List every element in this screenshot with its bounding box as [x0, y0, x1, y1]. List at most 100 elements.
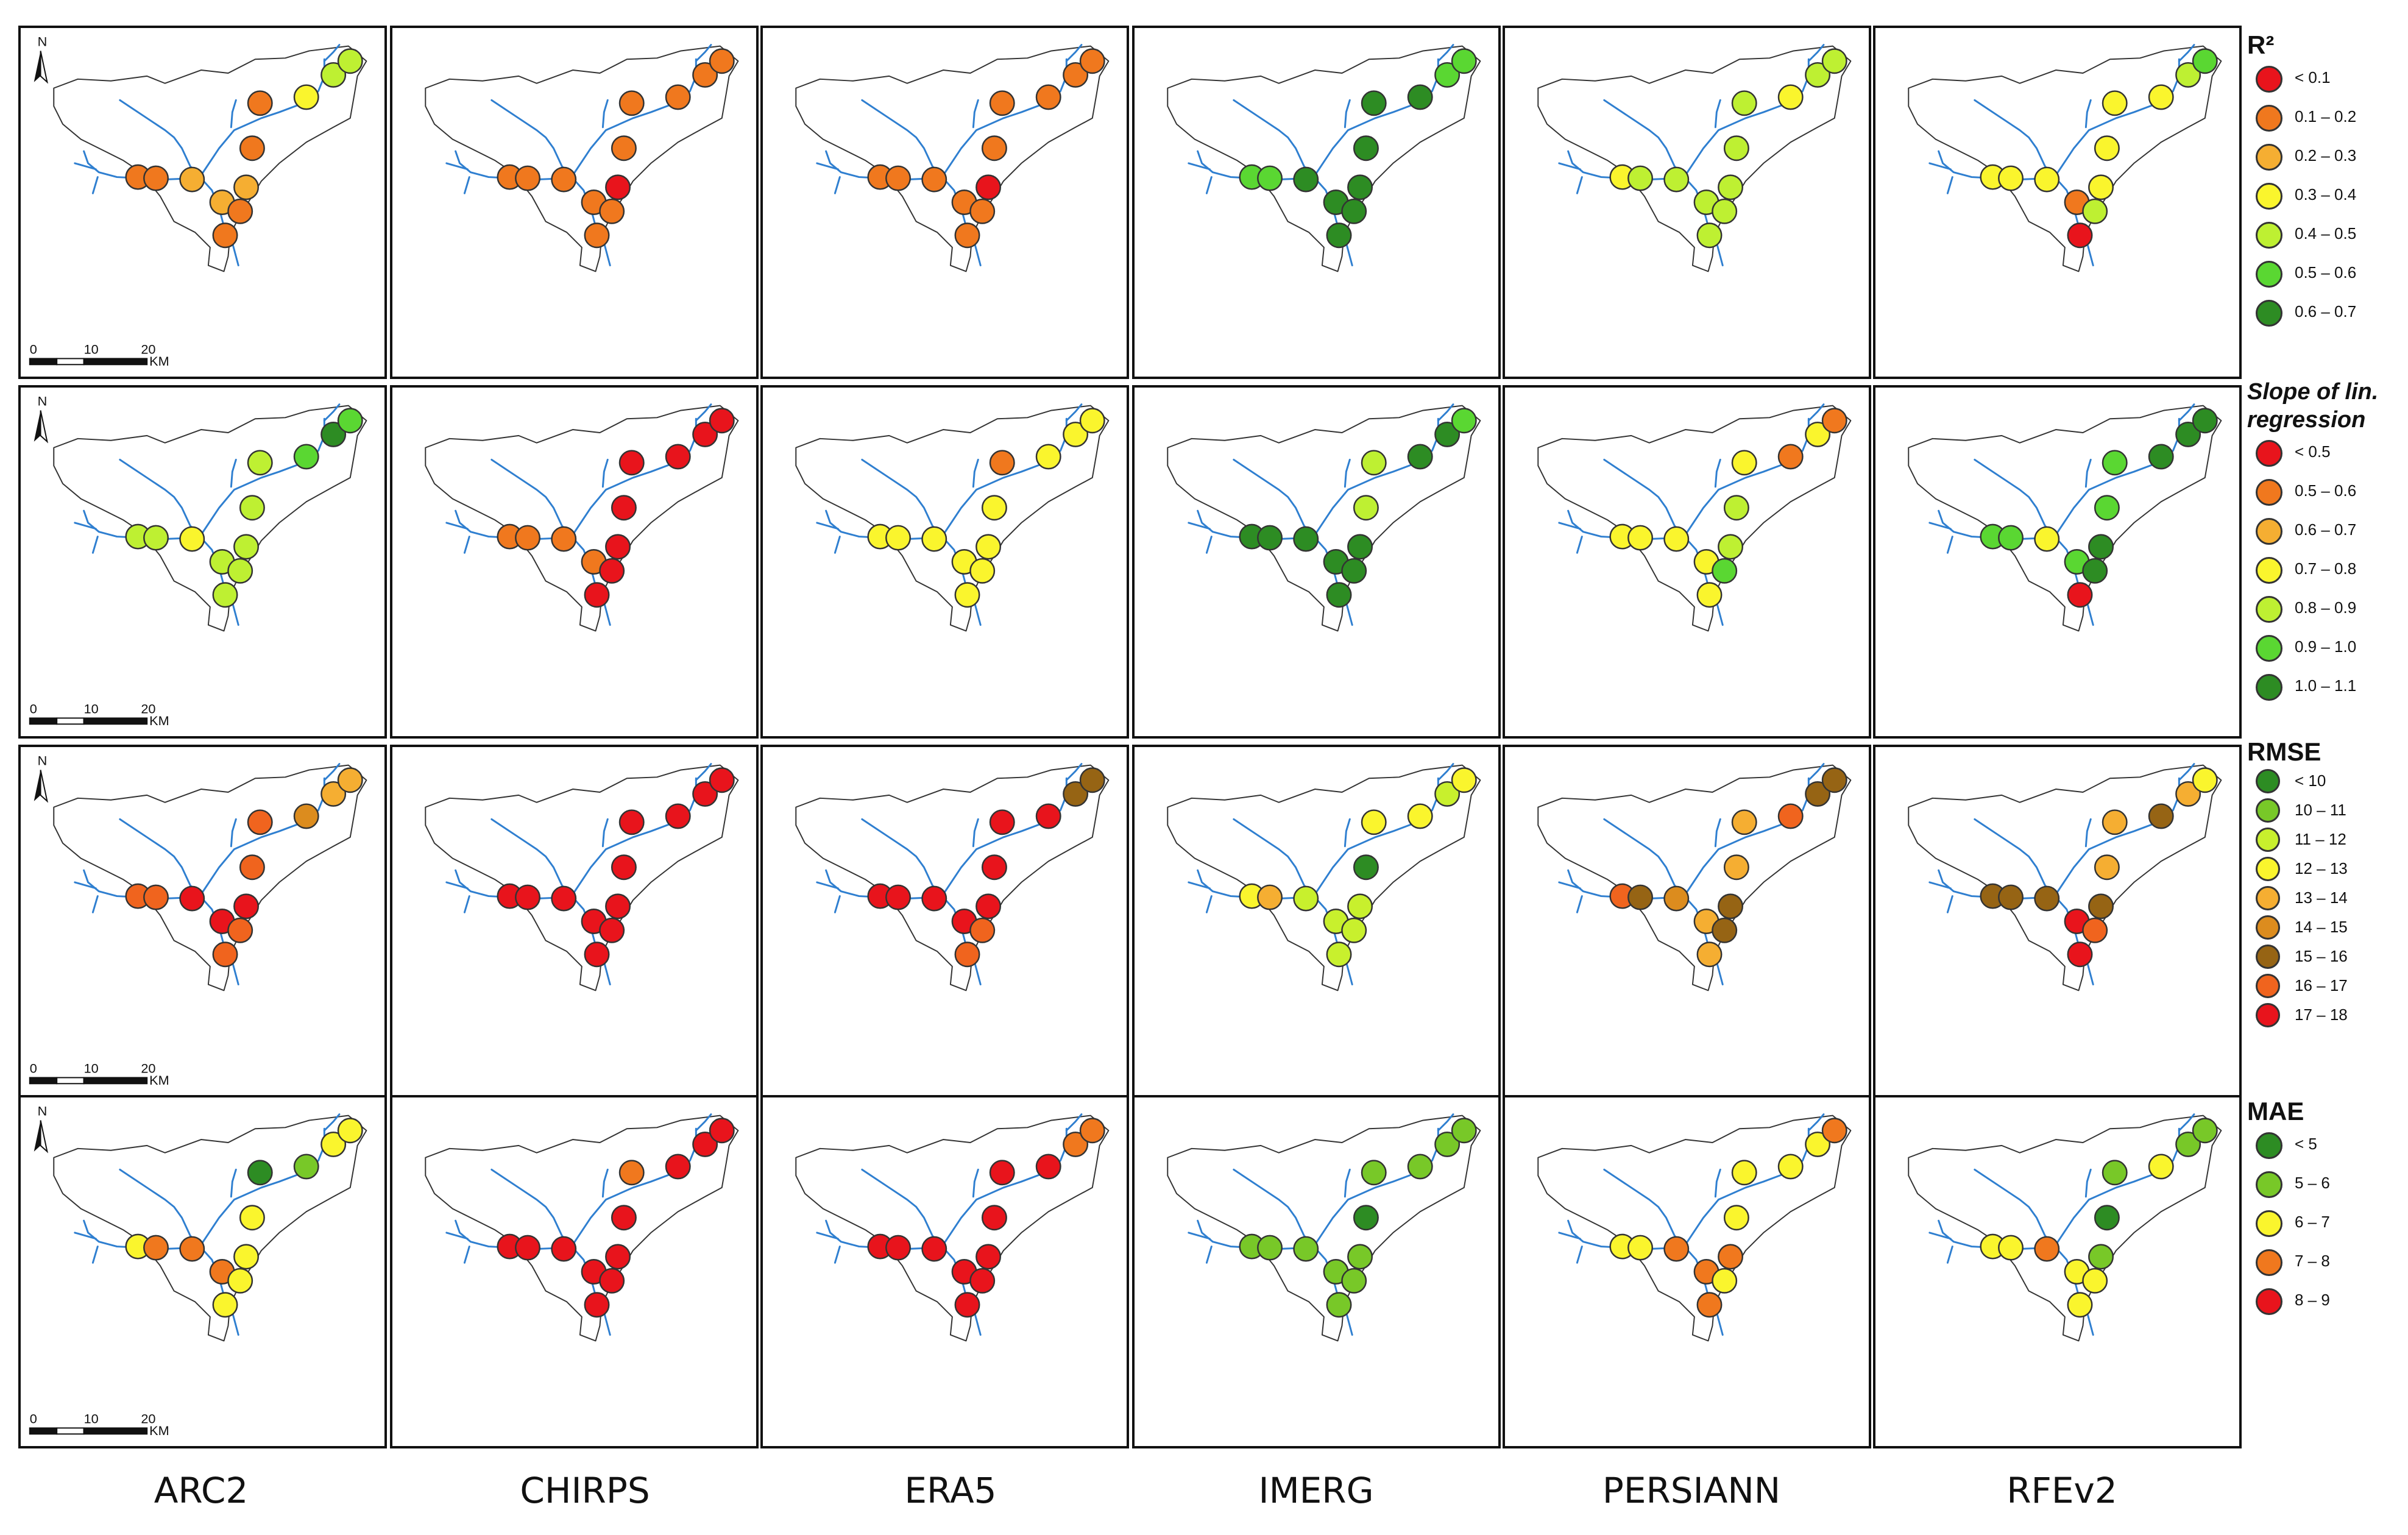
station-marker — [551, 526, 577, 552]
river-line — [74, 1232, 97, 1240]
map-svg — [795, 44, 1110, 272]
legend-label: 12 – 13 — [2295, 859, 2348, 877]
station-marker — [611, 1205, 637, 1231]
river-line — [1205, 1246, 1213, 1264]
station-marker — [1063, 1131, 1089, 1157]
legend-row: 0.1 – 0.2 — [2247, 99, 2408, 138]
legend-swatch — [2256, 596, 2282, 623]
station-marker — [239, 495, 265, 521]
legend-row: 0.7 – 0.8 — [2247, 551, 2408, 590]
station-marker — [227, 198, 253, 224]
catchment-outline — [795, 45, 1110, 272]
north-arrow-icon — [40, 770, 49, 803]
scale-bar-segment — [83, 358, 148, 366]
station-marker — [2082, 198, 2108, 224]
river-line — [1714, 99, 1721, 129]
station-marker — [605, 534, 631, 560]
station-marker — [692, 781, 718, 807]
river-line — [2084, 818, 2092, 848]
legend-row: 10 – 11 — [2247, 796, 2408, 825]
station-marker — [515, 165, 540, 191]
station-marker — [1434, 1131, 1461, 1157]
scale-bar-segment — [56, 717, 85, 725]
map-panel-era5-2 — [760, 745, 1129, 1098]
map-svg — [1537, 403, 1852, 632]
station-marker — [709, 48, 735, 74]
river-line — [2178, 403, 2195, 422]
station-marker — [969, 917, 996, 943]
station-marker — [2094, 1205, 2120, 1231]
station-marker — [227, 558, 253, 584]
map-panel-persiann-1 — [1503, 385, 1871, 739]
legend-label: 1.0 – 1.1 — [2295, 676, 2357, 695]
legend-row: 0.3 – 0.4 — [2247, 177, 2408, 216]
station-marker — [665, 803, 691, 829]
catchment-outline — [1537, 45, 1852, 272]
legend-row: 15 – 16 — [2247, 942, 2408, 971]
catchment-outline — [1908, 1115, 2222, 1342]
station-marker — [2088, 534, 2114, 560]
station-marker — [954, 222, 980, 249]
river-line — [1928, 522, 1952, 530]
station-marker — [618, 90, 645, 116]
station-marker — [692, 421, 718, 447]
scale-bar-tick: 20 — [141, 1061, 155, 1076]
station-marker — [337, 48, 363, 74]
legend-row: 0.2 – 0.3 — [2247, 138, 2408, 177]
river-line — [601, 818, 609, 848]
river-line — [1576, 536, 1583, 554]
legend-label: 15 – 16 — [2295, 947, 2348, 965]
scale-bar-segment — [29, 358, 58, 366]
map-panel-arc2-2: N 0 10 20 KM — [18, 745, 387, 1098]
station-marker — [2034, 1236, 2060, 1262]
river-line — [1344, 1168, 1351, 1198]
legend-swatch — [2256, 798, 2280, 823]
station-marker — [1712, 558, 1738, 584]
station-marker — [1998, 165, 2024, 191]
river-line — [1344, 818, 1351, 848]
map-panel-imerg-0 — [1132, 26, 1501, 379]
scale-bar-tick: 10 — [84, 1061, 99, 1076]
legend-label: < 10 — [2295, 771, 2326, 790]
station-marker — [1696, 582, 1723, 608]
station-marker — [1663, 166, 1690, 193]
station-marker — [1079, 1118, 1105, 1144]
station-marker — [692, 62, 718, 88]
station-marker — [515, 525, 540, 551]
map-panel-rfev2-0 — [1873, 26, 2242, 379]
station-marker — [989, 90, 1015, 116]
river-line — [1205, 895, 1213, 913]
legend-swatch — [2256, 479, 2282, 506]
legend-label: 0.3 – 0.4 — [2295, 185, 2357, 204]
station-marker — [1731, 809, 1757, 835]
legend-row: 14 – 15 — [2247, 913, 2408, 942]
station-marker — [989, 450, 1015, 476]
legend-row: 0.5 – 0.6 — [2247, 255, 2408, 294]
station-marker — [709, 408, 735, 434]
station-marker — [1347, 893, 1373, 920]
legend-label: 11 – 12 — [2295, 830, 2346, 848]
station-marker — [1326, 582, 1352, 608]
river-line — [91, 536, 99, 554]
legend-label: 5 – 6 — [2295, 1174, 2330, 1192]
station-marker — [247, 1160, 273, 1186]
map-svg — [1537, 44, 1852, 272]
legend-row: 12 – 13 — [2247, 854, 2408, 884]
catchment-outline — [1537, 405, 1852, 632]
station-marker — [2088, 893, 2114, 920]
catchment-outline — [1167, 1115, 1481, 1342]
river-line — [1714, 818, 1721, 848]
station-marker — [1347, 534, 1373, 560]
river-line — [601, 99, 609, 129]
scale-bar-tick: 20 — [141, 342, 155, 357]
station-marker — [1326, 222, 1352, 249]
station-marker — [969, 198, 996, 224]
scale-bar-unit: KM — [149, 713, 169, 728]
scale-bar-segment — [56, 1077, 85, 1085]
legend-swatch — [2256, 440, 2282, 467]
legend-label: 0.6 – 0.7 — [2295, 302, 2357, 321]
legend-label: 0.7 – 0.8 — [2295, 559, 2357, 578]
north-label: N — [38, 394, 48, 409]
station-marker — [1731, 90, 1757, 116]
north-arrow-icon — [34, 1120, 41, 1152]
